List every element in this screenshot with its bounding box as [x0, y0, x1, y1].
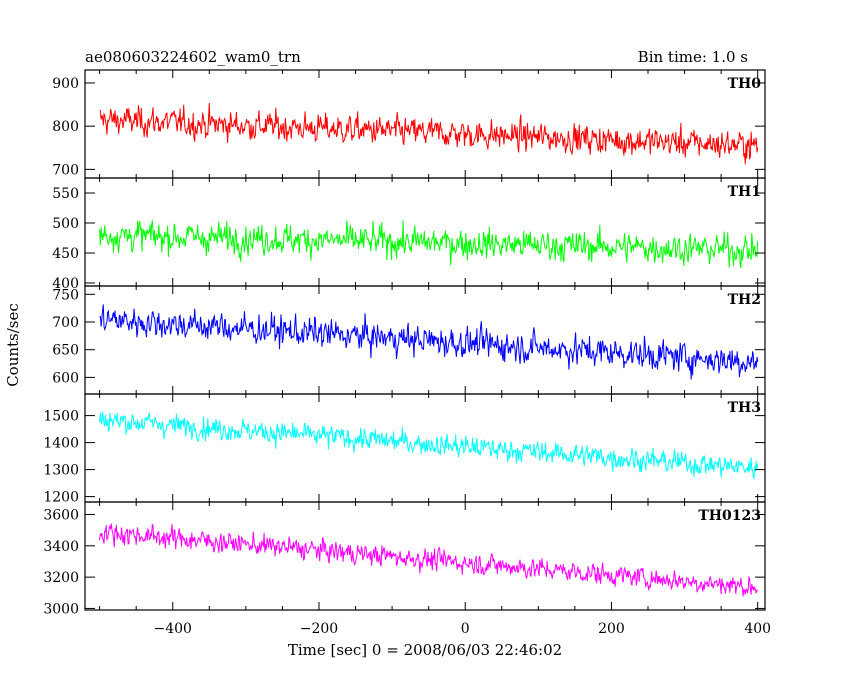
y-axis-label: Counts/sec — [4, 303, 22, 387]
y-tick-label: 1400 — [43, 436, 79, 452]
x-tick-label: 0 — [461, 621, 470, 637]
series-th0-line — [99, 102, 759, 165]
y-tick-label: 650 — [52, 343, 79, 359]
x-tick-labels: −400 −200 0 200 400 — [154, 621, 772, 637]
y-tick-label: 3000 — [43, 601, 79, 617]
series-th2-line — [99, 304, 759, 380]
y-tick-label: 400 — [52, 276, 79, 292]
panels: 900 800 700 TH0 550 500 450 400 TH1 750 700 650 600 T… — [43, 69, 766, 617]
y-tick-label: 700 — [52, 315, 79, 331]
y-tick-label: 1500 — [43, 409, 79, 425]
y-tick-label: 3600 — [43, 508, 79, 524]
panel-label: TH0 — [728, 76, 762, 92]
y-tick-label: 700 — [52, 162, 79, 178]
y-tick-label: 450 — [52, 246, 79, 262]
x-axis-label: Time [sec] 0 = 2008/06/03 22:46:02 — [288, 641, 562, 659]
panel-th1: 550 500 450 400 TH1 — [52, 177, 766, 292]
x-tick-label: −400 — [154, 621, 192, 637]
y-tick-label: 3400 — [43, 539, 79, 555]
y-tick-label: 550 — [52, 186, 79, 202]
y-tick-label: 900 — [52, 76, 79, 92]
y-tick-label: 500 — [52, 216, 79, 232]
y-tick-label: 1300 — [43, 463, 79, 479]
x-tick-label: 200 — [598, 621, 625, 637]
panel-frame — [84, 501, 766, 611]
panel-th0: 900 800 700 TH0 — [52, 69, 766, 179]
series-th3-line — [99, 411, 759, 481]
y-tick-label: 3200 — [43, 570, 79, 586]
panel-th3: 1500 1400 1300 1200 TH3 — [43, 393, 766, 506]
x-tick-label: −200 — [300, 621, 338, 637]
panel-label: TH2 — [728, 292, 761, 308]
y-tick-label: 600 — [52, 370, 79, 386]
y-tick-label: 1200 — [43, 490, 79, 506]
y-tick-label: 800 — [52, 119, 79, 135]
panel-label: TH1 — [728, 184, 761, 200]
panel-frame — [84, 69, 766, 179]
x-tick-label: 400 — [744, 621, 771, 637]
panel-th0123: 3600 3400 3200 3000 TH0123 — [43, 501, 766, 617]
series-th1-line — [99, 220, 759, 269]
panel-th2: 750 700 650 600 TH2 — [52, 285, 766, 395]
plot-title: ae080603224602_wam0_trn — [85, 48, 301, 66]
panel-label: TH0123 — [698, 508, 761, 524]
panel-label: TH3 — [728, 400, 761, 416]
bin-time-label: Bin time: 1.0 s — [638, 48, 748, 66]
series-th0123-line — [99, 523, 758, 597]
y-tick-label: 750 — [52, 287, 79, 303]
